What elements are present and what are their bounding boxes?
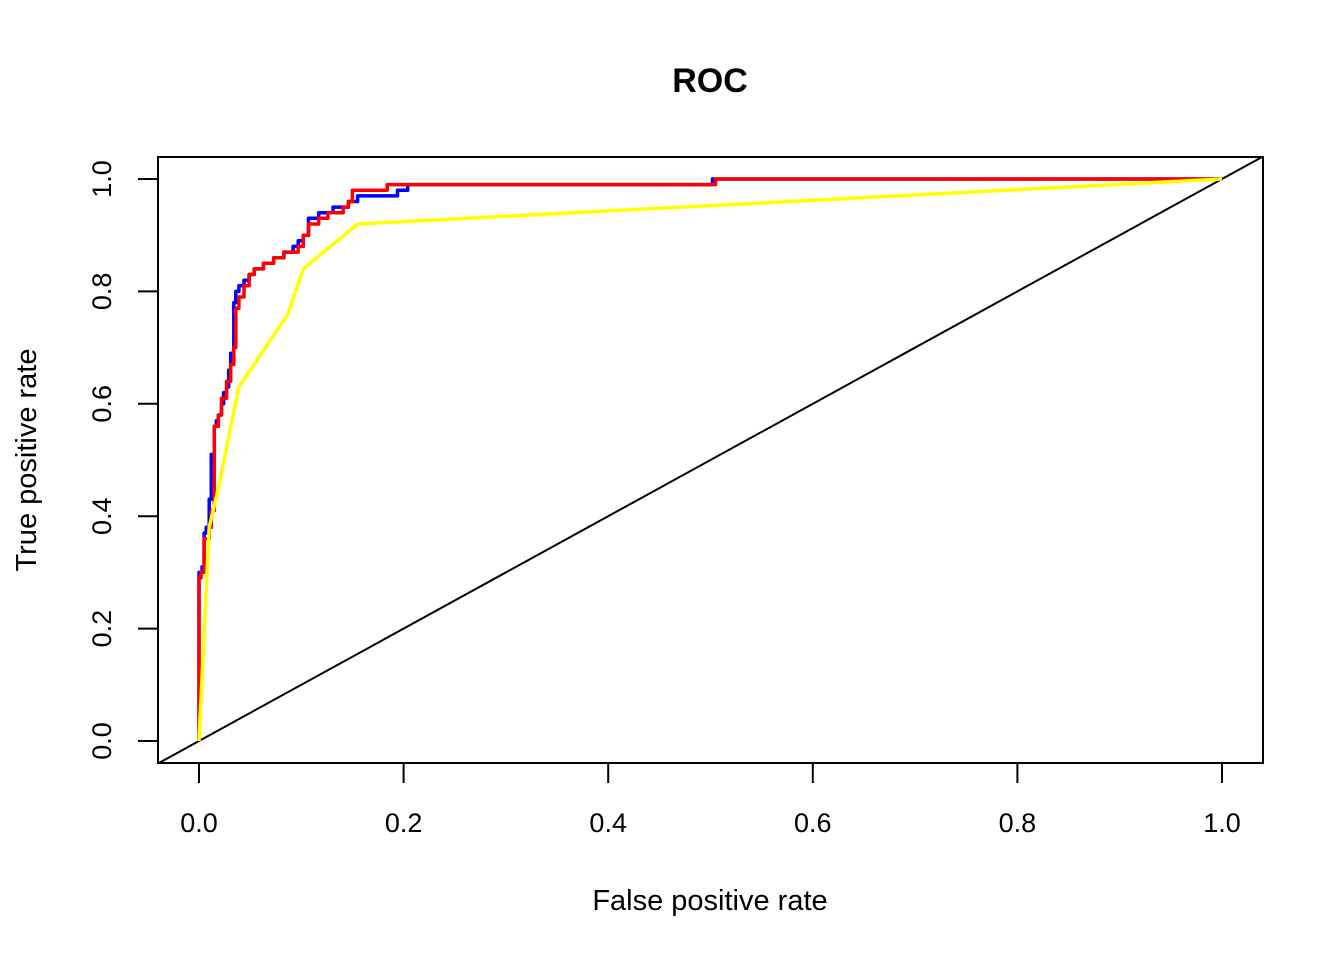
series-line-3 bbox=[197, 177, 1223, 742]
y-tick-label: 1.0 bbox=[87, 160, 117, 198]
x-tick-label: 0.4 bbox=[589, 808, 627, 838]
plot-area bbox=[157, 155, 1264, 765]
x-tick-label: 0.8 bbox=[999, 808, 1037, 838]
y-tick-label: 0.8 bbox=[87, 273, 117, 311]
x-tick-label: 1.0 bbox=[1203, 808, 1241, 838]
y-axis: 0.0 0.2 0.4 0.6 0.8 1.0 bbox=[87, 160, 159, 760]
x-axis: 0.0 0.2 0.4 0.6 0.8 1.0 bbox=[180, 762, 1241, 838]
x-tick-label: 0.2 bbox=[385, 808, 423, 838]
y-tick-label: 0.4 bbox=[87, 497, 117, 535]
y-tick-label: 0.2 bbox=[87, 610, 117, 648]
x-tick-label: 0.6 bbox=[794, 808, 832, 838]
series-group bbox=[197, 177, 1223, 742]
diagonal-reference-line bbox=[157, 155, 1264, 765]
y-tick-label: 0.0 bbox=[87, 722, 117, 760]
y-tick-label: 0.6 bbox=[87, 385, 117, 423]
y-axis-label: True positive rate bbox=[11, 349, 43, 572]
x-tick-label: 0.0 bbox=[180, 808, 218, 838]
chart-title: ROC bbox=[672, 62, 748, 100]
x-axis-label: False positive rate bbox=[592, 885, 827, 917]
